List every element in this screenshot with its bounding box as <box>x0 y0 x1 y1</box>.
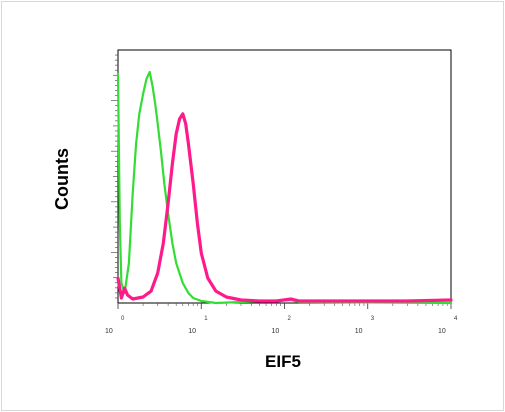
x-axis-ticks: 10 0 10 1 10 2 10 3 10 4 <box>105 303 458 335</box>
series-line-1 <box>116 70 453 305</box>
x-tick-label-base: 10 <box>105 328 113 335</box>
x-tick-label-base: 10 <box>188 328 196 335</box>
x-tick-label-exponent: 3 <box>371 316 375 322</box>
x-axis-label: EIF5 <box>265 352 301 371</box>
x-tick-label-exponent: 4 <box>454 316 458 322</box>
x-tick-label-base: 10 <box>438 328 446 335</box>
x-tick-label-exponent: 2 <box>288 316 292 322</box>
x-tick-label-exponent: 0 <box>121 316 125 322</box>
plot-area <box>117 49 452 304</box>
x-tick-label-base: 10 <box>355 328 363 335</box>
y-axis-minor-ticks <box>111 54 118 299</box>
series-layer <box>116 70 453 305</box>
series-line-2 <box>116 112 453 303</box>
x-tick-label-exponent: 1 <box>204 316 208 322</box>
y-axis-label: Counts <box>52 148 72 210</box>
plot-box <box>117 49 452 304</box>
x-tick-label-base: 10 <box>272 328 280 335</box>
